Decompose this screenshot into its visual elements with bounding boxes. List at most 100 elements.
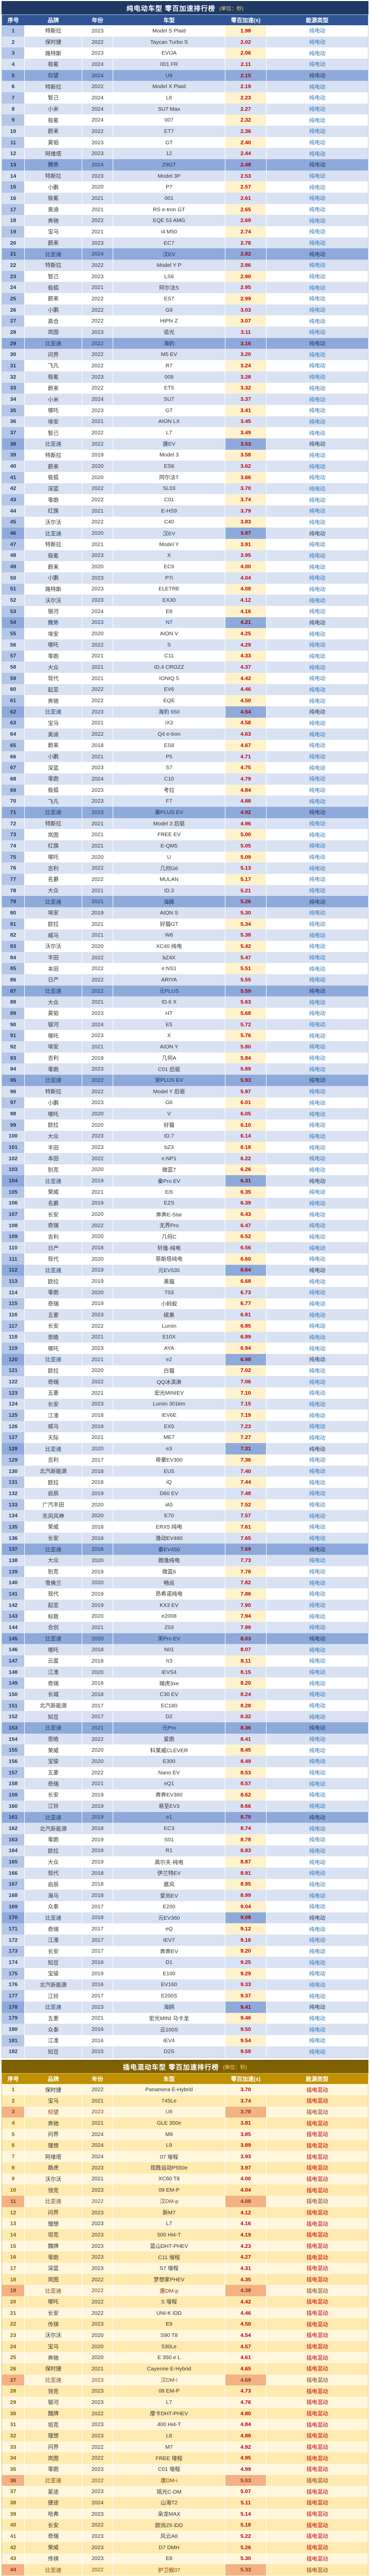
cell-value: 3.85 (225, 2128, 267, 2140)
cell-rank: 94 (2, 1063, 25, 1075)
cell-rank: 15 (2, 2240, 25, 2252)
table-row: 15 小鹏 2020 P7 2.57 纯电动 (2, 181, 368, 193)
cell-category: 纯电动 (266, 1197, 368, 1209)
table-row: 48 极氪 2023 X 3.95 纯电动 (2, 550, 368, 562)
cell-brand: 沃尔沃 (24, 2173, 82, 2185)
cell-rank: 9 (2, 2173, 25, 2185)
cell-brand: 岚图 (24, 327, 82, 338)
table-row: 122 奇瑞 2022 QQ冰淇淋 7.06 纯电动 (2, 1376, 368, 1387)
cell-value: 9.33 (225, 1979, 267, 1991)
cell-value: 8.07 (225, 1644, 267, 1656)
table-row: 20 蔚来 2023 EC7 2.78 纯电动 (2, 237, 368, 249)
cell-model: 黑猫 (113, 1276, 225, 1287)
cell-category: 纯电动 (266, 1811, 368, 1823)
table-row: 32 理想 2023 L8 4.88 插电混动 (2, 2430, 368, 2442)
table-row: 136 长安 2018 逸动EV460 7.65 纯电动 (2, 1532, 368, 1544)
cell-value: 3.74 (225, 2095, 267, 2107)
cell-model: D60 EV (113, 1488, 225, 1499)
cell-model: HiPhi Z (113, 315, 225, 327)
cell-model: L7 (113, 2218, 225, 2230)
cell-model: 畅巡 (113, 1577, 225, 1589)
cell-rank: 36 (2, 2475, 25, 2486)
cell-year: 2016 (82, 2024, 113, 2035)
cell-category: 纯电动 (266, 1041, 368, 1053)
table-row: 46 比亚迪 2020 汉EV 3.87 纯电动 (2, 528, 368, 539)
cell-year: 2018 (82, 1477, 113, 1488)
cell-value: 4.04 (225, 2184, 267, 2196)
cell-model: 轩逸·纯电 (113, 1242, 225, 1253)
cell-rank: 31 (2, 360, 25, 371)
cell-category: 纯电动 (266, 1823, 368, 1834)
table-row: 8 路虎 2023 揽胜运动P550e 3.97 插电混动 (2, 2162, 368, 2174)
cell-model: Model Y (113, 538, 225, 550)
cell-brand: 比亚迪 (24, 1544, 82, 1555)
cell-rank: 126 (2, 1420, 25, 1432)
cell-value: 4.92 (225, 2441, 267, 2453)
cell-category: 纯电动 (266, 1923, 368, 1935)
cell-value: 6.68 (225, 1276, 267, 1287)
cell-year: 2023 (82, 1309, 113, 1320)
cell-rank: 123 (2, 1387, 25, 1399)
cell-rank: 12 (2, 148, 25, 160)
cell-model: ERX5 纯电 (113, 1521, 225, 1533)
cell-rank: 169 (2, 1901, 25, 1912)
cell-brand: 知豆 (24, 1957, 82, 1968)
cell-model: ID.7 (113, 1130, 225, 1142)
cell-brand: 吉利 (24, 1231, 82, 1243)
cell-rank: 32 (2, 2430, 25, 2442)
cell-model: ET5 (113, 382, 225, 394)
cell-value: 5.34 (225, 918, 267, 930)
table-row: 26 保时捷 2021 Cayenne E-Hybrid 4.65 插电混动 (2, 2363, 368, 2375)
cell-rank: 145 (2, 1633, 25, 1645)
cell-category: 纯电动 (266, 248, 368, 260)
cell-category: 插电混动 (266, 2117, 368, 2129)
cell-brand: 现代 (24, 1588, 82, 1600)
table-row: 13 腾势 2024 Z9GT 2.48 纯电动 (2, 159, 368, 171)
table-row: 168 海马 2018 爱尚EV 8.99 纯电动 (2, 1890, 368, 1901)
cell-model: N7 (113, 617, 225, 629)
table-row: 39 特斯拉 2019 Model 3 3.58 纯电动 (2, 449, 368, 461)
cell-value: 4.33 (225, 650, 267, 662)
cell-year: 2023 (82, 2419, 113, 2431)
cell-value: 1.98 (225, 25, 267, 37)
cell-rank: 117 (2, 1320, 25, 1332)
cell-year: 2024 (82, 70, 113, 81)
table-row: 34 小米 2024 SU7 3.37 纯电动 (2, 394, 368, 405)
cell-brand: 仰望 (24, 70, 82, 81)
cell-category: 插电混动 (266, 2263, 368, 2274)
cell-rank: 138 (2, 1555, 25, 1566)
cell-model: G6 (113, 1097, 225, 1109)
cell-model: 白猫 (113, 1365, 225, 1377)
cell-category: 纯电动 (266, 1834, 368, 1845)
table-row: 9 沃尔沃 2021 XC60 T8 4.00 插电混动 (2, 2173, 368, 2185)
cell-model: Z9GT (113, 159, 225, 171)
table-row: 52 沃尔沃 2023 EX30 4.12 纯电动 (2, 595, 368, 606)
cell-rank: 154 (2, 1733, 25, 1745)
cell-model: 秦EV450 (113, 1544, 225, 1555)
table-row: 27 比亚迪 2023 汉DM-i 4.69 插电混动 (2, 2374, 368, 2386)
table-row: 63 宝马 2021 iX3 4.58 纯电动 (2, 717, 368, 729)
table-row: 139 别克 2019 微蓝6 7.78 纯电动 (2, 1566, 368, 1578)
table-row: 24 极狐 2021 阿尔法S 2.95 纯电动 (2, 282, 368, 294)
cell-category: 纯电动 (266, 795, 368, 807)
cell-model: 宋Pro EV (113, 1633, 225, 1645)
cell-rank: 122 (2, 1376, 25, 1387)
cell-value: 7.02 (225, 1365, 267, 1377)
cell-value: 9.46 (225, 2012, 267, 2024)
cell-rank: 27 (2, 315, 25, 327)
cell-model: E5 (113, 1019, 225, 1030)
cell-year: 2021 (82, 818, 113, 829)
cell-value: 2.82 (225, 248, 267, 260)
cell-brand: 长安 (24, 1320, 82, 1332)
table-row: 14 坦克 2023 500 Hi4-T 4.19 插电混动 (2, 2229, 368, 2241)
table-row: 31 飞凡 2022 R7 3.24 纯电动 (2, 360, 368, 371)
cell-model: 昂希诺纯电 (113, 1588, 225, 1600)
cell-category: 纯电动 (266, 1510, 368, 1522)
cell-rank: 109 (2, 1231, 25, 1243)
table-row: 67 深蓝 2023 S7 4.75 纯电动 (2, 762, 368, 774)
cell-year: 2021 (82, 2173, 113, 2185)
cell-brand: 现代 (24, 1867, 82, 1879)
cell-year: 2018 (82, 1677, 113, 1689)
cell-value: 5.18 (225, 2519, 267, 2531)
cell-model: GT (113, 137, 225, 148)
